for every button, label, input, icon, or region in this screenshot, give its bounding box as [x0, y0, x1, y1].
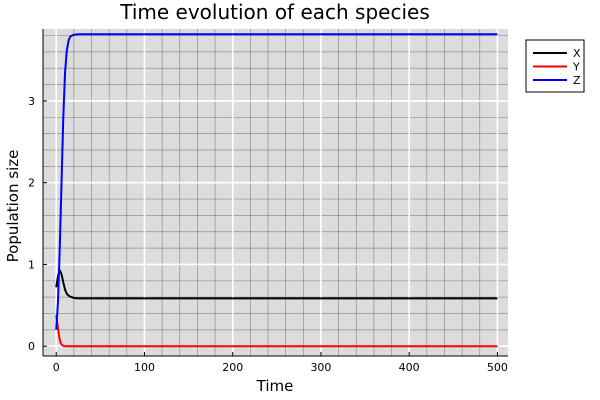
axes [42, 29, 508, 357]
legend-label-x: X [573, 47, 581, 60]
major-grid [43, 29, 508, 356]
series-line-z [55, 33, 498, 330]
plot-area [43, 29, 508, 356]
minor-grid [43, 29, 508, 356]
x-tick-label: 200 [222, 361, 243, 374]
ticks: 0 100 200 300 400 500 0 1 2 3 [28, 95, 508, 374]
x-tick-label: 500 [487, 361, 508, 374]
series-line-y [55, 314, 498, 348]
y-tick-label: 2 [28, 177, 35, 190]
x-tick-label: 100 [134, 361, 155, 374]
y-tick-label: 3 [28, 95, 35, 108]
x-tick-label: 300 [310, 361, 331, 374]
y-tick-label: 1 [28, 258, 35, 271]
x-tick-label: 400 [399, 361, 420, 374]
legend-label-z: Z [573, 74, 581, 87]
series-layer [55, 33, 498, 348]
x-tick-label: 0 [53, 361, 60, 374]
legend-label-y: Y [572, 61, 580, 74]
legend: XYZ [525, 39, 585, 93]
y-axis-label: Population size [4, 150, 22, 263]
y-tick-label: 0 [28, 340, 35, 353]
x-axis-label: Time [256, 377, 294, 395]
chart-title: Time evolution of each species [119, 0, 430, 24]
